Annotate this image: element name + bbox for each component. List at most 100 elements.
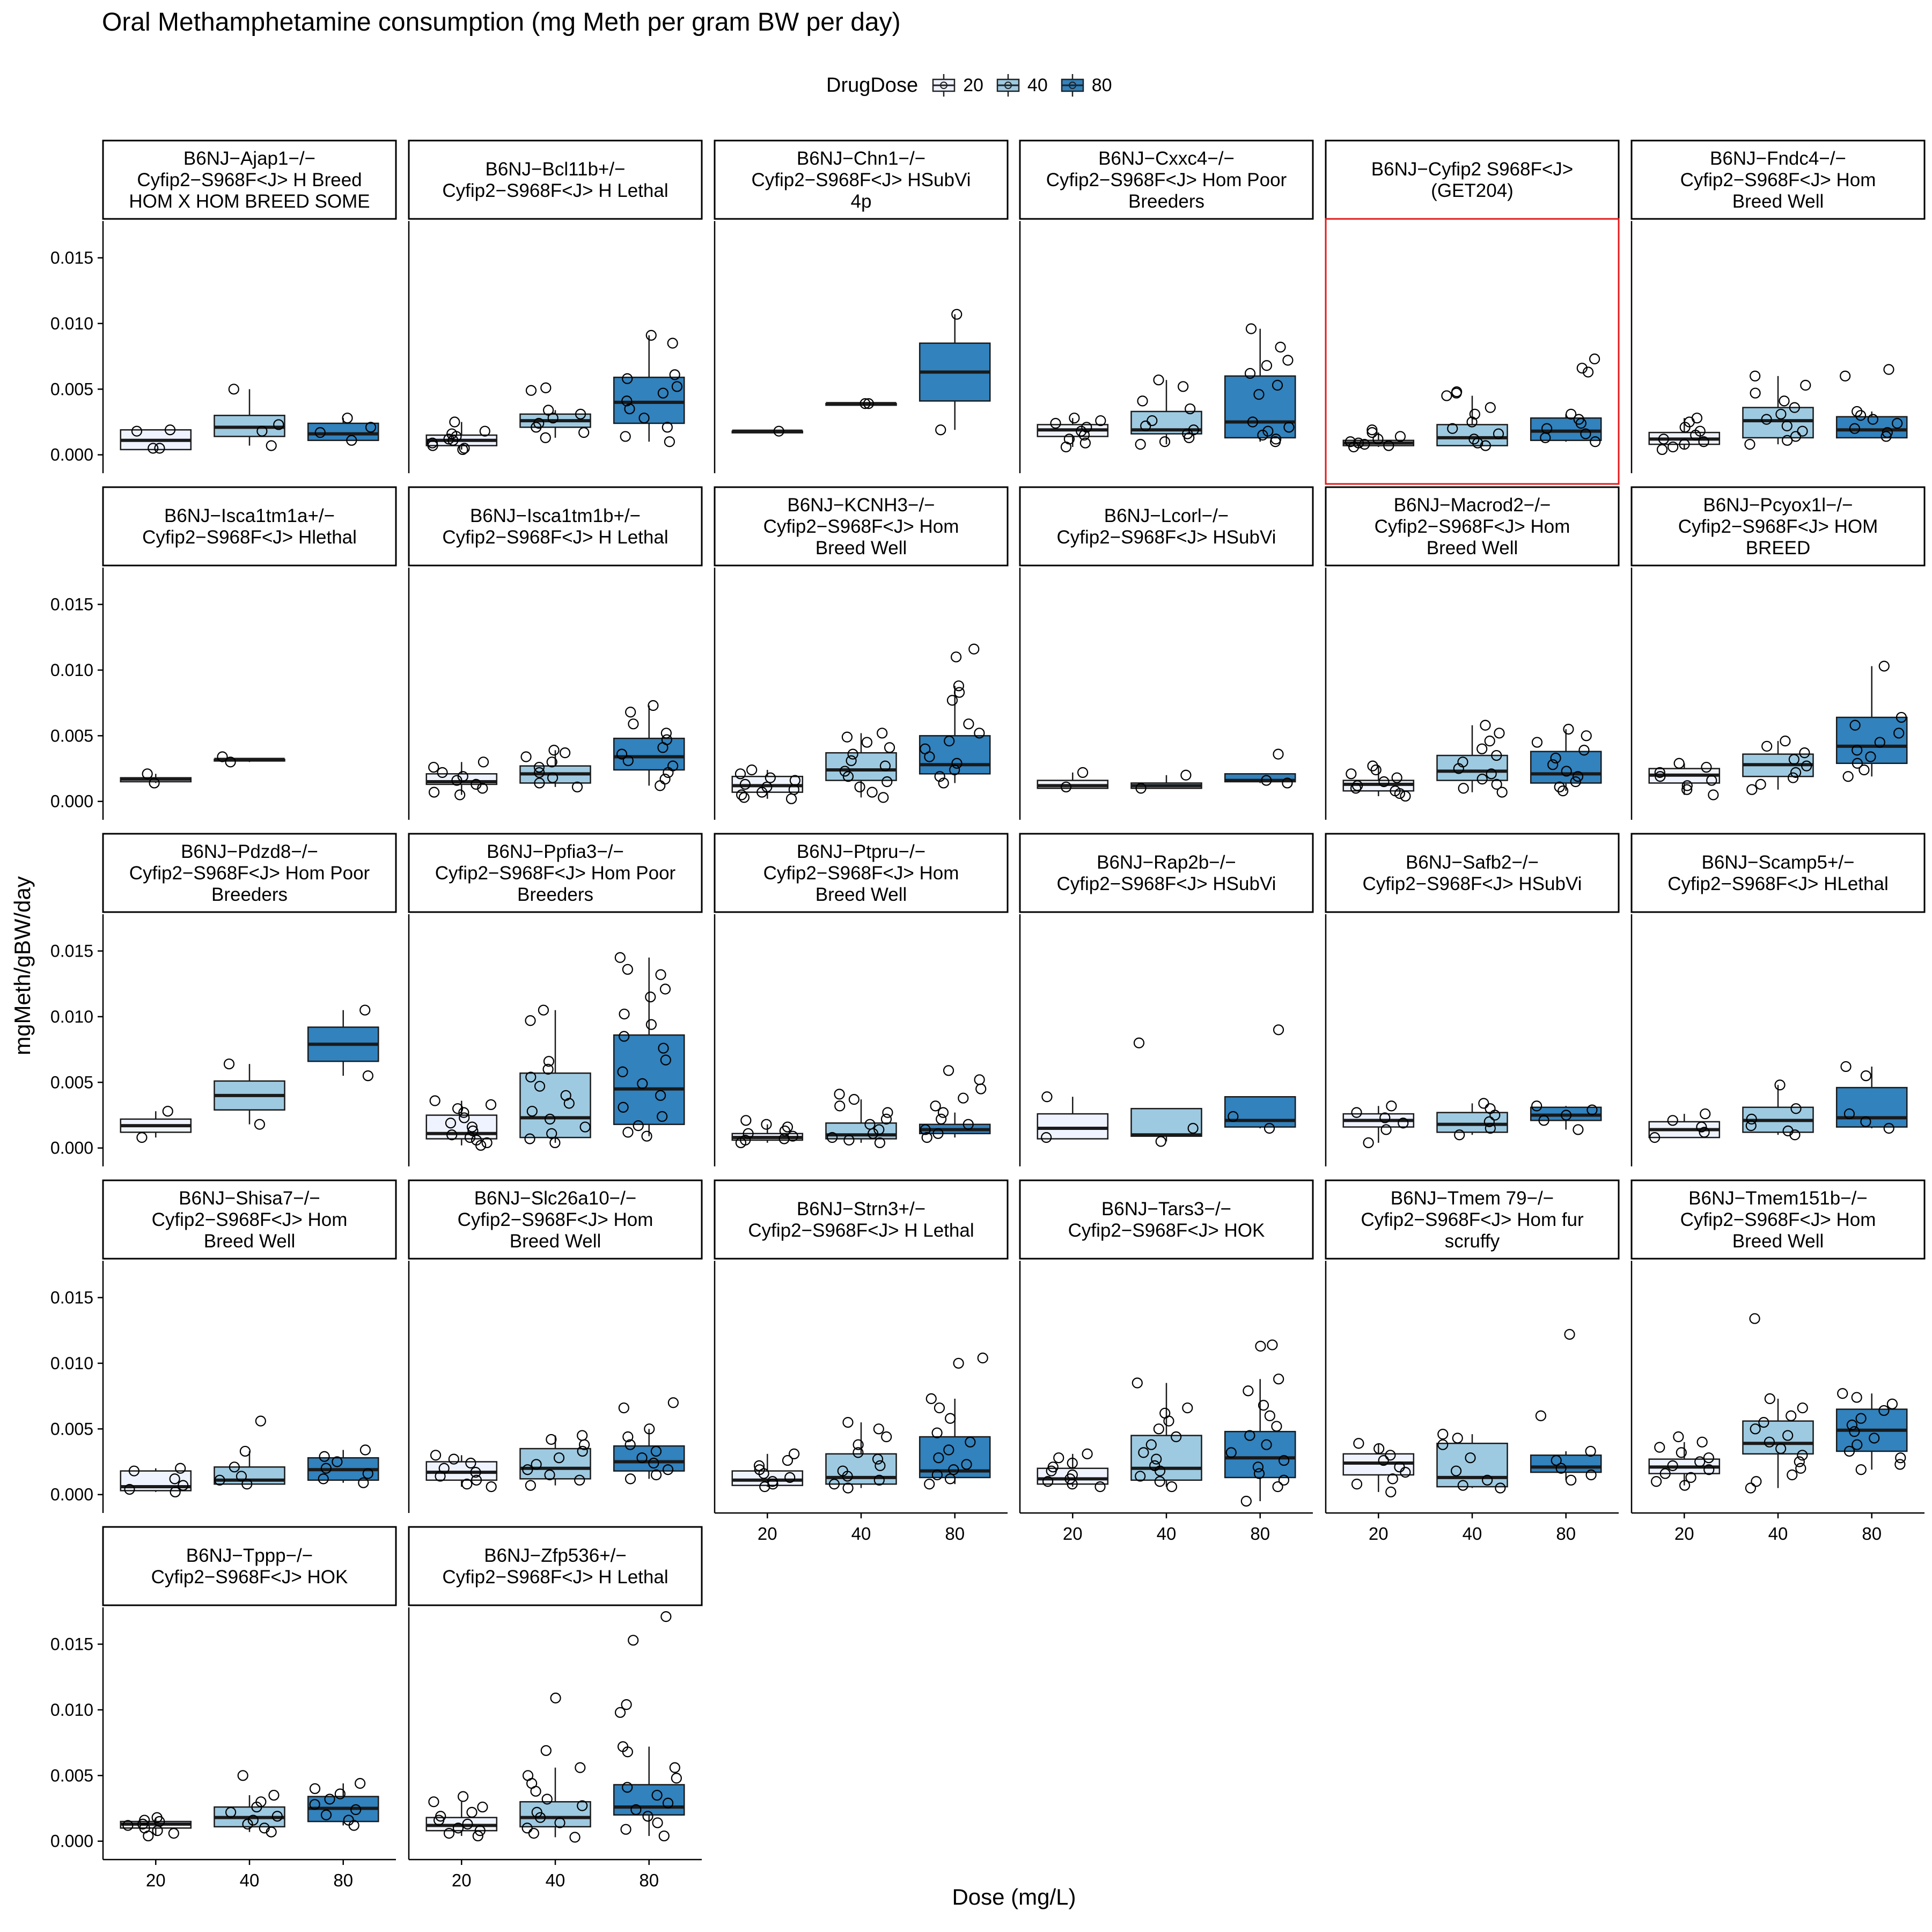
data-point <box>650 1445 662 1457</box>
data-point <box>1667 1115 1678 1126</box>
data-point <box>521 1823 533 1834</box>
data-point <box>1852 745 1863 756</box>
box-iqr <box>1436 1112 1508 1133</box>
facet-strip-label: B6NJ−Slc26a10−/− <box>474 1188 637 1209</box>
data-point <box>625 1439 636 1450</box>
data-point <box>625 1473 636 1485</box>
data-point <box>614 952 626 963</box>
data-point <box>934 771 945 782</box>
data-point <box>1782 435 1793 446</box>
data-point <box>641 1130 652 1142</box>
data-point <box>541 1794 553 1805</box>
facet-strip-label: Cyfip2−S968F<J> HOK <box>151 1567 348 1588</box>
data-point <box>324 1794 335 1805</box>
facet-strip <box>408 833 703 913</box>
data-point <box>853 1439 864 1450</box>
data-point <box>1486 768 1497 780</box>
data-point <box>873 1423 884 1435</box>
data-point <box>1797 1402 1808 1414</box>
facet-panel: B6NJ−Lcorl−/−Cyfip2−S968F<J> HSubVi <box>1019 486 1314 820</box>
data-point <box>659 983 671 995</box>
data-point <box>622 1127 634 1138</box>
data-point <box>520 751 532 762</box>
facet-strip-label: Cyfip2−S968F<J> Hom <box>763 863 959 884</box>
data-point <box>464 1132 476 1143</box>
data-point <box>621 1699 632 1710</box>
legend: DrugDose 20 40 80 <box>826 70 1124 101</box>
data-point <box>1145 1439 1157 1450</box>
data-point <box>1750 370 1761 381</box>
data-point <box>660 1611 672 1622</box>
data-point <box>459 1112 470 1123</box>
data-point <box>931 1427 943 1438</box>
data-point <box>1656 444 1668 456</box>
facet-strip-label: B6NJ−Ppfia3−/− <box>487 841 624 862</box>
data-point <box>362 1468 373 1479</box>
legend-key-40 <box>996 74 1020 97</box>
facet-strip-label: Breed Well <box>1427 538 1518 559</box>
data-point <box>1273 1024 1284 1035</box>
data-point <box>1895 1452 1906 1464</box>
data-point <box>309 1783 321 1794</box>
data-point <box>1064 1473 1076 1485</box>
y-tick-label: 0.010 <box>50 1007 93 1026</box>
data-point <box>1782 1430 1794 1441</box>
data-point <box>526 1106 538 1117</box>
data-point <box>459 443 470 454</box>
data-point <box>522 1464 533 1475</box>
data-point <box>1383 440 1394 451</box>
facet-strip-label: B6NJ−Tppp−/− <box>186 1545 313 1566</box>
data-point <box>1581 730 1592 741</box>
data-point <box>1385 1486 1397 1497</box>
facet-strip-label: Breed Well <box>816 538 907 559</box>
facet-panel: B6NJ−Cyfip2 S968F<J>(GET204) <box>1325 139 1620 485</box>
y-tick-label: 0.000 <box>50 1832 93 1851</box>
data-point <box>1350 783 1362 794</box>
data-point <box>866 787 878 798</box>
data-point <box>571 781 583 792</box>
data-point <box>427 440 438 451</box>
data-point <box>575 408 586 420</box>
data-point <box>169 1473 180 1485</box>
data-point <box>1132 1377 1143 1389</box>
facet-panel: B6NJ−Scamp5+/−Cyfip2−S968F<J> HLethal <box>1630 833 1926 1166</box>
data-point <box>1540 432 1551 444</box>
data-point <box>1078 429 1090 441</box>
data-point <box>1380 1124 1392 1135</box>
facet-strip-label: B6NJ−Tars3−/− <box>1101 1199 1231 1220</box>
data-point <box>1690 429 1701 441</box>
data-point <box>619 1008 630 1020</box>
data-point <box>1790 767 1802 778</box>
data-point <box>1558 785 1569 797</box>
data-point <box>470 1467 481 1478</box>
data-point <box>1846 1419 1858 1431</box>
facet-strip-label: B6NJ−Pcyox1l−/− <box>1703 495 1853 516</box>
data-point <box>1478 1098 1489 1109</box>
data-point <box>1566 1474 1577 1486</box>
data-point <box>454 789 466 800</box>
data-point <box>1774 1079 1786 1091</box>
data-point <box>1378 776 1390 788</box>
data-point <box>1651 1476 1662 1487</box>
data-point <box>943 1065 954 1076</box>
data-point <box>1069 413 1080 424</box>
data-point <box>1840 370 1851 381</box>
data-point <box>746 764 758 776</box>
facet-strip-label: B6NJ−Isca1tm1a+/− <box>164 505 335 526</box>
facet-strip-label: Cyfip2−S968F<J> Hom <box>763 516 959 537</box>
data-point <box>1283 422 1295 433</box>
facet-strip-label: B6NJ−Cxxc4−/− <box>1098 148 1235 169</box>
data-point <box>428 761 439 773</box>
y-tick-label: 0.000 <box>50 1485 93 1504</box>
data-point <box>229 1461 240 1473</box>
facet-panel: B6NJ−Tmem151b−/−Cyfip2−S968F<J> HomBreed… <box>1630 1179 1926 1544</box>
data-point <box>457 1791 469 1802</box>
data-point <box>842 771 854 782</box>
facet-strip-label: Breed Well <box>204 1231 296 1252</box>
data-point <box>1469 408 1480 420</box>
facet-strip-label: Cyfip2−S968F<J> HOK <box>1068 1220 1265 1241</box>
data-point <box>785 793 797 804</box>
data-point <box>1843 1108 1855 1120</box>
x-tick-label: 80 <box>1556 1524 1576 1544</box>
